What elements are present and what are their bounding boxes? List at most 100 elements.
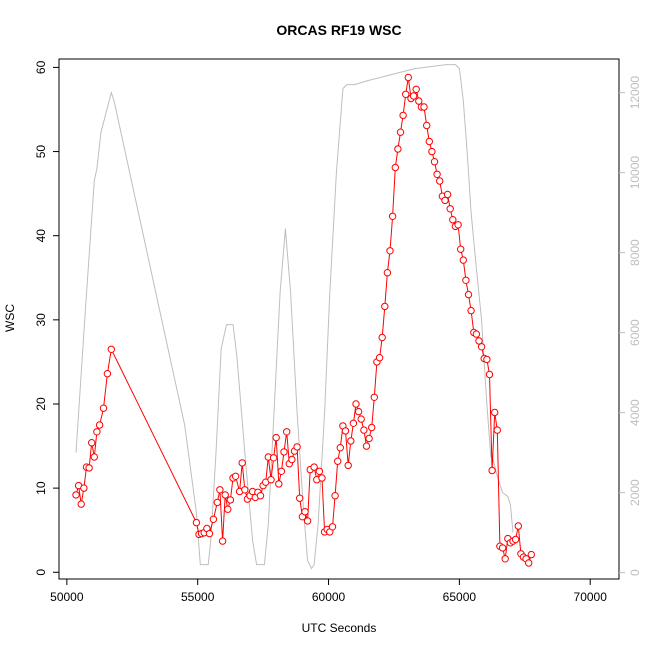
wsc-data-point [280,448,288,456]
wsc-data-point [336,444,344,452]
y-tick-label: 50 [34,145,48,159]
wsc-data-point [375,354,384,362]
wsc-data-point [226,496,235,504]
x-tick-label: 55000 [181,590,215,604]
wsc-data-point [354,407,363,416]
wsc-data-point [446,205,454,213]
wsc-data-point [475,337,483,345]
wsc-data-point [107,345,116,353]
wsc-data-point [399,111,407,120]
wsc-data-point [277,467,286,475]
wsc-data-point [275,480,283,488]
wsc-data-point [514,522,522,530]
wsc-data-point [454,221,462,229]
wsc-data-point [360,426,368,434]
wsc-data-point [310,463,318,471]
y-tick-label: 20 [34,397,48,411]
wsc-data-point [412,85,420,94]
wsc-data-point [352,400,360,408]
wsc-data-point [459,256,467,264]
wsc-data-point [80,484,88,492]
wsc-data-point [378,333,386,342]
wsc-data-point [368,423,376,432]
wsc-data-point [525,559,533,567]
wsc-data-point [192,518,201,527]
wsc-data-point [493,426,501,434]
y-tick-label: 10 [34,481,48,495]
wsc-data-point [386,247,394,255]
wsc-data-point [256,492,265,500]
wsc-data-point [485,370,494,379]
y2-tick-label: 4000 [628,399,642,426]
wsc-data-point [241,486,249,494]
wsc-series-line [75,77,532,565]
y2-tick-label: 10000 [628,156,642,190]
y-tick-label: 60 [34,60,48,74]
wsc-data-point [443,190,452,199]
wsc-data-point [238,459,246,467]
wsc-data-point [462,276,470,284]
wsc-data-point [415,97,423,105]
wsc-data-point [315,467,324,475]
y2-tick-label: 2000 [628,479,642,506]
wsc-data-point [425,137,433,146]
wsc-data-point [467,306,475,315]
wsc-data-point [224,505,232,513]
wsc-data-point [430,158,439,166]
wsc-data-point [527,550,535,559]
wsc-data-point [328,523,337,531]
wsc-data-point [95,421,104,429]
wsc-data-point [344,461,352,470]
y-tick-label: 0 [34,569,48,576]
wsc-data-point [231,472,240,480]
chart-title: ORCAS RF19 WSC [276,22,401,38]
wsc-data-point [383,269,392,277]
wsc-data-point [85,464,93,472]
wsc-data-point [205,529,214,538]
wsc-data-point [381,302,389,311]
wsc-data-point [449,216,457,224]
wsc-data-point [441,196,449,205]
y2-tick-label: 0 [628,569,642,576]
wsc-data-point [283,428,291,436]
wsc-data-point [457,245,465,253]
wsc-data-point [296,494,304,502]
wsc-data-point [103,370,112,378]
wsc-data-point [347,437,355,445]
wsc-data-point [88,439,96,447]
wsc-data-point [472,330,481,338]
wsc-data-point [501,555,509,563]
wsc-data-point [267,476,275,484]
wsc-data-point [488,466,496,475]
wsc-data-point [388,212,397,221]
wsc-data-point [72,491,80,499]
x-tick-label: 70000 [574,590,608,604]
plot-layer: 50000 55000 60000 65000 70000 0 10 20 30 40 50 60 0 2… [34,58,642,604]
wsc-data-point [209,515,218,523]
x-axis-title: UTC Seconds [302,621,377,635]
wsc-data-point [491,408,499,417]
wsc-data-point [420,103,428,111]
wsc-data-point [404,73,412,82]
wsc-data-point [428,147,436,156]
wsc-data-point [483,355,491,364]
wsc-data-point [331,492,339,500]
wsc-data-point [391,163,399,172]
wsc-data-point [293,443,301,451]
wsc-data-point [370,393,378,401]
wsc-data-point [365,434,373,443]
wsc-data-point [423,121,431,130]
wsc-data-point [288,455,296,464]
y-tick-label: 30 [34,313,48,327]
y-axis-title: WSC [3,304,17,332]
wsc-data-point [402,90,410,99]
wsc-data-point [409,92,418,100]
wsc-data-point [511,535,520,544]
wsc-data-point [436,177,444,185]
wsc-data-point [318,474,326,482]
wsc-data-point [218,537,227,545]
wsc-data-point [216,486,224,494]
wsc-data-point [213,498,222,507]
